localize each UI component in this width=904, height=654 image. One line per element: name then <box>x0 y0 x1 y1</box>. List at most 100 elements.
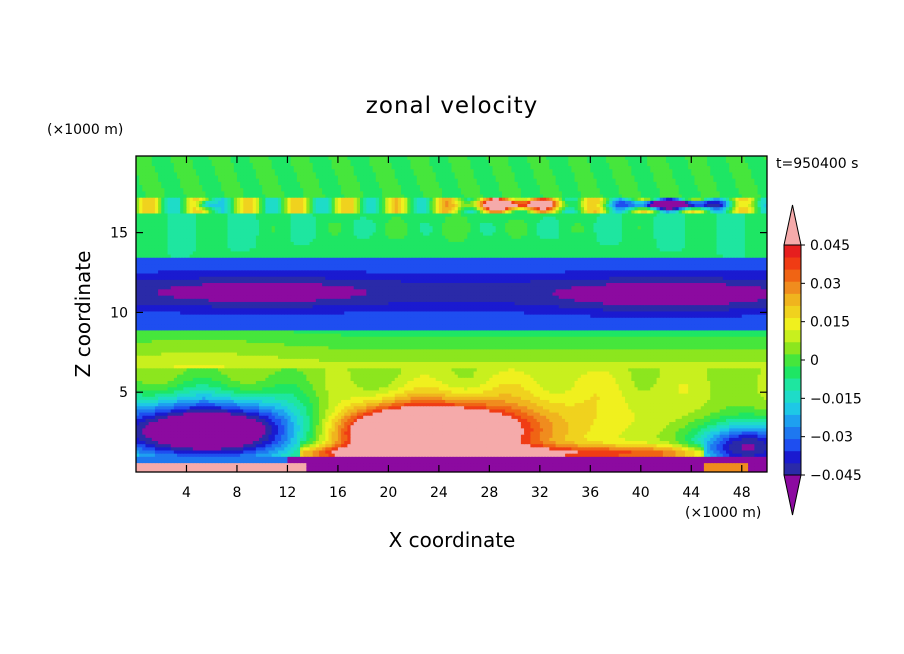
contour-cell <box>287 446 292 451</box>
contour-cell <box>571 459 576 464</box>
contour-cell <box>467 456 472 460</box>
contour-cell <box>167 465 172 470</box>
contour-cell <box>136 440 140 445</box>
contour-cell <box>407 440 412 445</box>
contour-cell <box>375 453 380 457</box>
contour-cell <box>259 468 263 472</box>
contour-cell <box>259 465 263 470</box>
contour-cell <box>457 468 462 472</box>
contour-cell <box>713 456 718 460</box>
contour-cell <box>713 462 718 467</box>
contour-cell <box>508 462 513 467</box>
contour-cell <box>344 468 348 472</box>
contour-cell <box>536 449 541 454</box>
contour-cell <box>666 443 670 448</box>
contour-cell <box>748 462 752 467</box>
contour-cell <box>148 462 153 467</box>
contour-cell <box>195 459 200 464</box>
contour-cell <box>397 443 402 448</box>
contour-cell <box>637 453 642 457</box>
contour-cell <box>438 443 443 448</box>
contour-cell <box>284 462 289 467</box>
contour-cell <box>524 440 528 445</box>
contour-cell <box>404 462 408 467</box>
contour-cell <box>372 449 377 454</box>
contour-cell <box>511 456 516 460</box>
contour-cell <box>498 449 503 454</box>
contour-cell <box>183 456 188 460</box>
contour-cell <box>205 446 210 451</box>
contour-cell <box>205 443 210 448</box>
contour-cell <box>173 443 178 448</box>
contour-cell <box>347 462 352 467</box>
contour-cell <box>561 440 566 445</box>
contour-cell <box>486 468 490 472</box>
contour-cell <box>640 456 645 460</box>
contour-cell <box>240 456 244 460</box>
contour-cell <box>442 459 446 464</box>
contour-cell <box>271 468 276 472</box>
contour-cell <box>404 468 408 472</box>
contour-cell <box>479 443 484 448</box>
contour-cell <box>678 446 683 451</box>
contour-cell <box>205 462 210 467</box>
contour-cell <box>464 462 468 467</box>
contour-cell <box>164 462 169 467</box>
contour-cell <box>230 453 235 457</box>
contour-cell <box>517 443 522 448</box>
contour-cell <box>177 468 181 472</box>
contour-cell <box>669 446 673 451</box>
contour-cell <box>442 453 446 457</box>
contour-cell <box>735 462 740 467</box>
contour-cell <box>227 462 232 467</box>
contour-cell <box>180 446 184 451</box>
contour-cell <box>249 468 254 472</box>
contour-cell <box>154 453 159 457</box>
contour-cell <box>151 440 156 445</box>
contour-cell <box>277 449 282 454</box>
contour-cell <box>249 456 254 460</box>
contour-cell <box>246 456 251 460</box>
contour-cell <box>492 468 497 472</box>
contour-cell <box>432 443 437 448</box>
contour-cell <box>385 456 389 460</box>
contour-cell <box>684 468 689 472</box>
contour-cell <box>498 468 503 472</box>
contour-cell <box>722 446 727 451</box>
contour-cell <box>180 462 184 467</box>
contour-cell <box>722 449 727 454</box>
contour-cell <box>306 443 311 448</box>
contour-cell <box>423 440 427 445</box>
contour-cell <box>634 459 639 464</box>
contour-cell <box>369 443 374 448</box>
contour-cell <box>183 446 188 451</box>
contour-cell <box>296 449 301 454</box>
contour-cell <box>448 465 453 470</box>
contour-cell <box>539 440 544 445</box>
contour-cell <box>177 440 181 445</box>
contour-cell <box>460 449 465 454</box>
contour-cell <box>309 440 314 445</box>
contour-cell <box>558 465 563 470</box>
contour-cell <box>700 449 705 454</box>
contour-cell <box>656 462 661 467</box>
contour-cell <box>552 440 557 445</box>
contour-cell <box>318 456 323 460</box>
contour-cell <box>688 440 692 445</box>
contour-cell <box>252 465 257 470</box>
contour-cell <box>404 440 408 445</box>
contour-cell <box>410 465 415 470</box>
contour-cell <box>394 462 399 467</box>
contour-cell <box>303 462 307 467</box>
contour-cell <box>511 449 516 454</box>
contour-cell <box>555 465 560 470</box>
contour-cell <box>464 440 468 445</box>
contour-cell <box>451 440 456 445</box>
contour-cell <box>457 453 462 457</box>
contour-cell <box>754 459 759 464</box>
contour-cell <box>293 449 298 454</box>
contour-cell <box>426 453 431 457</box>
contour-cell <box>252 456 257 460</box>
contour-cell <box>662 440 667 445</box>
contour-cell <box>684 456 689 460</box>
